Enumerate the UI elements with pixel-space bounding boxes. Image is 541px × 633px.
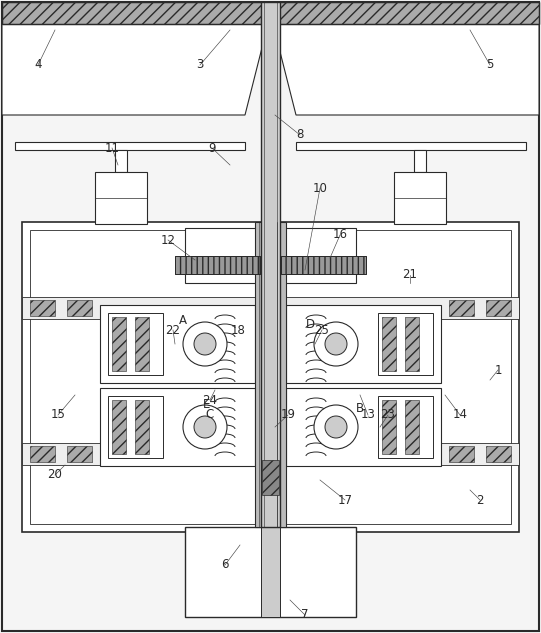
Bar bbox=[255, 222, 286, 527]
Text: 16: 16 bbox=[333, 229, 347, 242]
Bar bbox=[2, 2, 539, 24]
Bar bbox=[112, 317, 126, 371]
Bar bbox=[261, 2, 280, 527]
Bar bbox=[15, 142, 245, 150]
Text: B: B bbox=[356, 401, 364, 415]
Text: 13: 13 bbox=[360, 408, 375, 422]
Bar bbox=[22, 297, 519, 319]
Polygon shape bbox=[273, 24, 539, 115]
Text: 25: 25 bbox=[314, 323, 329, 337]
Circle shape bbox=[314, 405, 358, 449]
Text: 17: 17 bbox=[338, 494, 353, 506]
Circle shape bbox=[194, 333, 216, 355]
Text: 11: 11 bbox=[104, 142, 120, 154]
Bar bbox=[100, 305, 255, 383]
Bar bbox=[135, 400, 149, 454]
Text: 23: 23 bbox=[380, 408, 395, 422]
Bar bbox=[22, 222, 519, 532]
Bar bbox=[185, 527, 356, 617]
Bar bbox=[378, 313, 433, 375]
Bar bbox=[185, 228, 257, 283]
Bar bbox=[486, 446, 511, 462]
Text: 5: 5 bbox=[486, 58, 494, 72]
Circle shape bbox=[183, 322, 227, 366]
Bar bbox=[67, 446, 92, 462]
Bar bbox=[30, 300, 55, 316]
Bar bbox=[378, 396, 433, 458]
Bar bbox=[382, 400, 396, 454]
Bar bbox=[284, 228, 356, 283]
Bar bbox=[100, 388, 255, 466]
Bar bbox=[135, 317, 149, 371]
Bar bbox=[281, 256, 366, 274]
Bar bbox=[262, 460, 279, 495]
Text: D: D bbox=[306, 318, 314, 332]
Text: 20: 20 bbox=[48, 468, 62, 482]
Bar bbox=[261, 527, 280, 617]
Bar bbox=[286, 388, 441, 466]
Bar bbox=[394, 172, 446, 224]
Bar bbox=[108, 313, 163, 375]
Text: 19: 19 bbox=[280, 408, 295, 422]
Circle shape bbox=[314, 322, 358, 366]
Text: 10: 10 bbox=[313, 182, 327, 194]
Text: 7: 7 bbox=[301, 608, 309, 622]
Bar bbox=[382, 317, 396, 371]
Bar bbox=[286, 305, 441, 383]
Bar bbox=[405, 400, 419, 454]
Text: 21: 21 bbox=[403, 268, 418, 282]
Text: 12: 12 bbox=[161, 234, 175, 246]
Bar bbox=[296, 142, 526, 150]
Bar bbox=[281, 256, 366, 274]
Bar bbox=[175, 256, 260, 274]
Circle shape bbox=[183, 405, 227, 449]
Text: E: E bbox=[203, 399, 210, 411]
Bar bbox=[175, 256, 260, 274]
Text: 9: 9 bbox=[208, 142, 216, 154]
Bar bbox=[449, 300, 474, 316]
Text: 14: 14 bbox=[452, 408, 467, 422]
Text: 24: 24 bbox=[202, 394, 217, 406]
Text: 2: 2 bbox=[476, 494, 484, 506]
Text: 4: 4 bbox=[34, 58, 42, 72]
Bar bbox=[108, 396, 163, 458]
Text: 22: 22 bbox=[166, 323, 181, 337]
Circle shape bbox=[194, 416, 216, 438]
Bar bbox=[449, 446, 474, 462]
Text: 15: 15 bbox=[50, 408, 65, 422]
Text: 18: 18 bbox=[230, 323, 246, 337]
Text: 8: 8 bbox=[296, 128, 304, 142]
Polygon shape bbox=[2, 24, 268, 115]
Bar bbox=[95, 172, 147, 224]
Text: 6: 6 bbox=[221, 558, 229, 572]
Circle shape bbox=[325, 333, 347, 355]
Bar bbox=[115, 150, 127, 172]
Bar bbox=[67, 300, 92, 316]
Bar bbox=[30, 446, 55, 462]
Text: A: A bbox=[179, 313, 187, 327]
Bar bbox=[486, 300, 511, 316]
Text: C: C bbox=[206, 408, 214, 422]
Bar bbox=[405, 317, 419, 371]
Circle shape bbox=[325, 416, 347, 438]
Bar bbox=[112, 400, 126, 454]
Text: 1: 1 bbox=[494, 363, 502, 377]
Text: 3: 3 bbox=[196, 58, 204, 72]
Bar bbox=[30, 230, 511, 524]
Bar bbox=[2, 2, 539, 24]
Bar bbox=[22, 443, 519, 465]
Bar bbox=[414, 150, 426, 172]
